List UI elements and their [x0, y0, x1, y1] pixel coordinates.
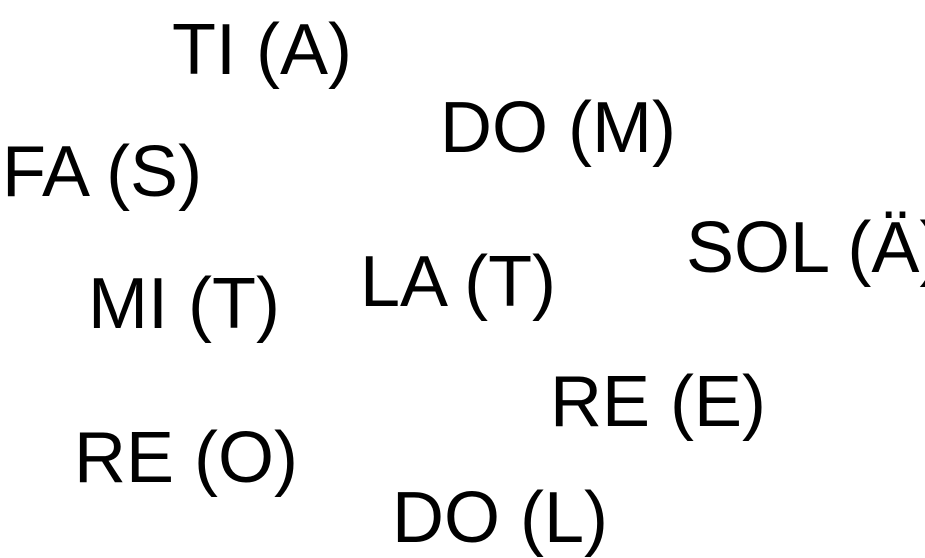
solfege-label-mi-t: MI (T) [88, 264, 280, 344]
solfege-label-re-o: RE (O) [74, 418, 298, 498]
solfege-label-sol-a-umlaut: SOL (Ä) [686, 208, 925, 288]
solfege-label-re-e: RE (E) [550, 362, 766, 442]
solfege-label-la-t: LA (T) [360, 242, 557, 322]
solfege-label-do-m: DO (M) [440, 88, 676, 168]
solfege-label-ti-a: TI (A) [172, 10, 352, 90]
solfege-label-do-l: DO (L) [392, 478, 608, 558]
solfege-label-fa-s: FA (S) [2, 132, 203, 212]
